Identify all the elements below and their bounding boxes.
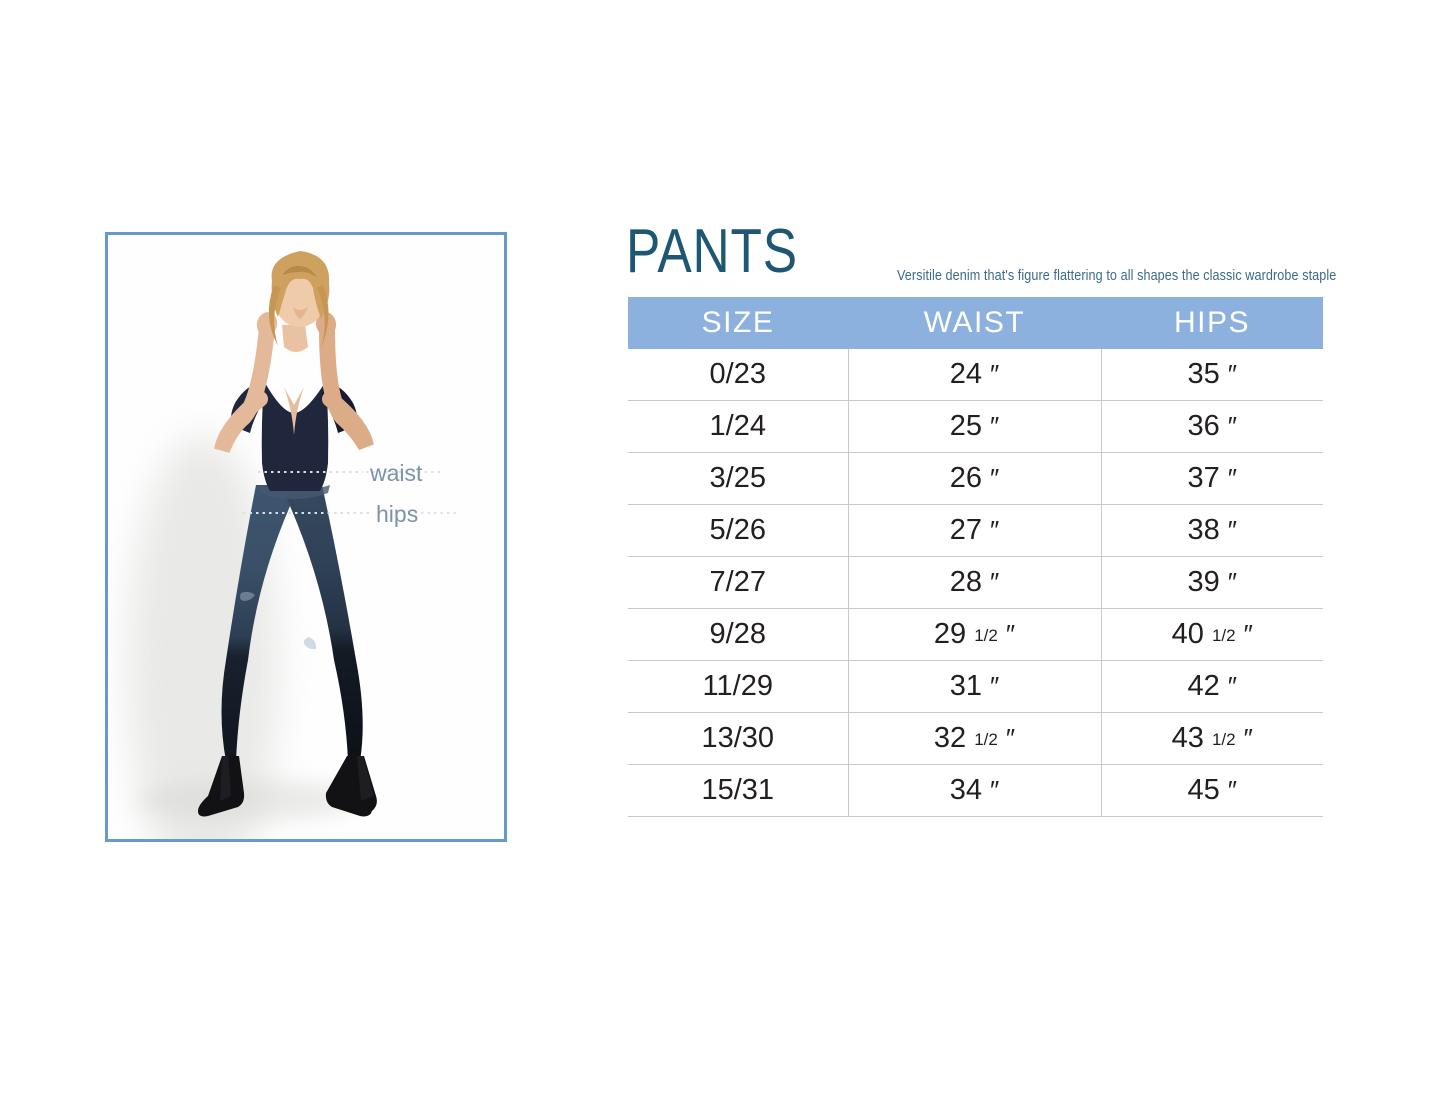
svg-text:hips: hips (376, 501, 418, 527)
svg-text:waist: waist (369, 460, 423, 486)
